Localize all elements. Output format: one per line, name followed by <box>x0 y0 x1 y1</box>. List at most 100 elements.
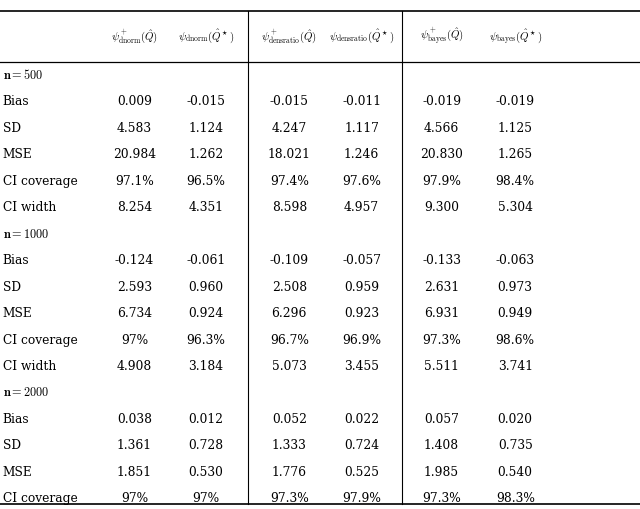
Text: CI width: CI width <box>3 360 56 373</box>
Text: 8.254: 8.254 <box>116 201 152 214</box>
Text: 1.246: 1.246 <box>344 148 380 161</box>
Text: 0.022: 0.022 <box>344 413 379 426</box>
Text: Bias: Bias <box>3 413 29 426</box>
Text: 0.038: 0.038 <box>117 413 152 426</box>
Text: 20.830: 20.830 <box>420 148 463 161</box>
Text: 0.724: 0.724 <box>344 439 379 453</box>
Text: 0.960: 0.960 <box>189 280 223 294</box>
Text: 6.296: 6.296 <box>271 307 307 320</box>
Text: 6.734: 6.734 <box>117 307 152 320</box>
Text: CI coverage: CI coverage <box>3 333 77 347</box>
Text: 97.3%: 97.3% <box>422 333 461 347</box>
Text: 96.9%: 96.9% <box>342 333 381 347</box>
Text: -0.019: -0.019 <box>495 95 535 108</box>
Text: -0.057: -0.057 <box>342 254 381 267</box>
Text: SD: SD <box>3 280 20 294</box>
Text: 1.776: 1.776 <box>272 466 307 479</box>
Text: 3.455: 3.455 <box>344 360 379 373</box>
Text: 9.300: 9.300 <box>424 201 459 214</box>
Text: 4.908: 4.908 <box>116 360 152 373</box>
Text: 1.124: 1.124 <box>189 122 223 135</box>
Text: -0.015: -0.015 <box>270 95 308 108</box>
Text: 1.262: 1.262 <box>188 148 224 161</box>
Text: $\mathbf{n{=}500}$: $\mathbf{n{=}500}$ <box>3 68 43 82</box>
Text: 97%: 97% <box>121 492 148 505</box>
Text: 18.021: 18.021 <box>268 148 310 161</box>
Text: 96.5%: 96.5% <box>187 175 225 188</box>
Text: 0.924: 0.924 <box>188 307 224 320</box>
Text: 3.184: 3.184 <box>189 360 223 373</box>
Text: 97.6%: 97.6% <box>342 175 381 188</box>
Text: 3.741: 3.741 <box>498 360 532 373</box>
Text: 96.3%: 96.3% <box>187 333 225 347</box>
Text: 0.728: 0.728 <box>189 439 223 453</box>
Text: CI coverage: CI coverage <box>3 175 77 188</box>
Text: 0.525: 0.525 <box>344 466 379 479</box>
Text: CI coverage: CI coverage <box>3 492 77 505</box>
Text: 2.593: 2.593 <box>117 280 152 294</box>
Text: 97.1%: 97.1% <box>115 175 154 188</box>
Text: 0.020: 0.020 <box>498 413 532 426</box>
Text: 1.117: 1.117 <box>344 122 379 135</box>
Text: 97%: 97% <box>121 333 148 347</box>
Text: -0.063: -0.063 <box>495 254 535 267</box>
Text: $\psi^+_{\mathrm{densratio}}(\hat{Q})$: $\psi^+_{\mathrm{densratio}}(\hat{Q})$ <box>261 27 317 46</box>
Text: $\psi^+_{\mathrm{bayes}}(\hat{Q})$: $\psi^+_{\mathrm{bayes}}(\hat{Q})$ <box>420 26 463 47</box>
Text: -0.133: -0.133 <box>422 254 461 267</box>
Text: 0.057: 0.057 <box>424 413 459 426</box>
Text: 1.985: 1.985 <box>424 466 459 479</box>
Text: 98.3%: 98.3% <box>496 492 534 505</box>
Text: 1.361: 1.361 <box>117 439 152 453</box>
Text: -0.019: -0.019 <box>422 95 461 108</box>
Text: 0.009: 0.009 <box>117 95 152 108</box>
Text: 5.073: 5.073 <box>272 360 307 373</box>
Text: 97.9%: 97.9% <box>422 175 461 188</box>
Text: 4.583: 4.583 <box>117 122 152 135</box>
Text: 5.304: 5.304 <box>498 201 532 214</box>
Text: MSE: MSE <box>3 148 32 161</box>
Text: $\mathbf{n{=}2000}$: $\mathbf{n{=}2000}$ <box>3 386 49 400</box>
Text: 4.566: 4.566 <box>424 122 460 135</box>
Text: $\psi_{\mathrm{bayes}}(\hat{Q}^\star)$: $\psi_{\mathrm{bayes}}(\hat{Q}^\star)$ <box>488 27 542 46</box>
Text: 98.6%: 98.6% <box>496 333 534 347</box>
Text: -0.109: -0.109 <box>269 254 309 267</box>
Text: 2.631: 2.631 <box>424 280 459 294</box>
Text: 97.4%: 97.4% <box>270 175 308 188</box>
Text: 1.265: 1.265 <box>498 148 532 161</box>
Text: SD: SD <box>3 439 20 453</box>
Text: CI width: CI width <box>3 201 56 214</box>
Text: 5.511: 5.511 <box>424 360 459 373</box>
Text: Bias: Bias <box>3 95 29 108</box>
Text: 1.333: 1.333 <box>272 439 307 453</box>
Text: 97.9%: 97.9% <box>342 492 381 505</box>
Text: 0.530: 0.530 <box>189 466 223 479</box>
Text: $\psi^+_{\mathrm{dnorm}}(\hat{Q})$: $\psi^+_{\mathrm{dnorm}}(\hat{Q})$ <box>111 27 158 46</box>
Text: 1.125: 1.125 <box>498 122 532 135</box>
Text: -0.011: -0.011 <box>342 95 381 108</box>
Text: 1.851: 1.851 <box>117 466 152 479</box>
Text: 4.957: 4.957 <box>344 201 379 214</box>
Text: 0.973: 0.973 <box>498 280 532 294</box>
Text: 0.540: 0.540 <box>498 466 532 479</box>
Text: 8.598: 8.598 <box>271 201 307 214</box>
Text: Bias: Bias <box>3 254 29 267</box>
Text: $\psi_{\mathrm{densratio}}(\hat{Q}^\star)$: $\psi_{\mathrm{densratio}}(\hat{Q}^\star… <box>329 28 394 45</box>
Text: SD: SD <box>3 122 20 135</box>
Text: MSE: MSE <box>3 307 32 320</box>
Text: 1.408: 1.408 <box>424 439 459 453</box>
Text: 6.931: 6.931 <box>424 307 459 320</box>
Text: 97.3%: 97.3% <box>422 492 461 505</box>
Text: 98.4%: 98.4% <box>496 175 534 188</box>
Text: 97.3%: 97.3% <box>270 492 308 505</box>
Text: 4.351: 4.351 <box>189 201 223 214</box>
Text: MSE: MSE <box>3 466 32 479</box>
Text: -0.015: -0.015 <box>187 95 225 108</box>
Text: 0.949: 0.949 <box>497 307 533 320</box>
Text: 4.247: 4.247 <box>271 122 307 135</box>
Text: 2.508: 2.508 <box>272 280 307 294</box>
Text: $\psi_{\mathrm{dnorm}}(\hat{Q}^\star)$: $\psi_{\mathrm{dnorm}}(\hat{Q}^\star)$ <box>178 28 234 45</box>
Text: 97%: 97% <box>193 492 220 505</box>
Text: 0.052: 0.052 <box>272 413 307 426</box>
Text: 96.7%: 96.7% <box>270 333 308 347</box>
Text: 0.735: 0.735 <box>498 439 532 453</box>
